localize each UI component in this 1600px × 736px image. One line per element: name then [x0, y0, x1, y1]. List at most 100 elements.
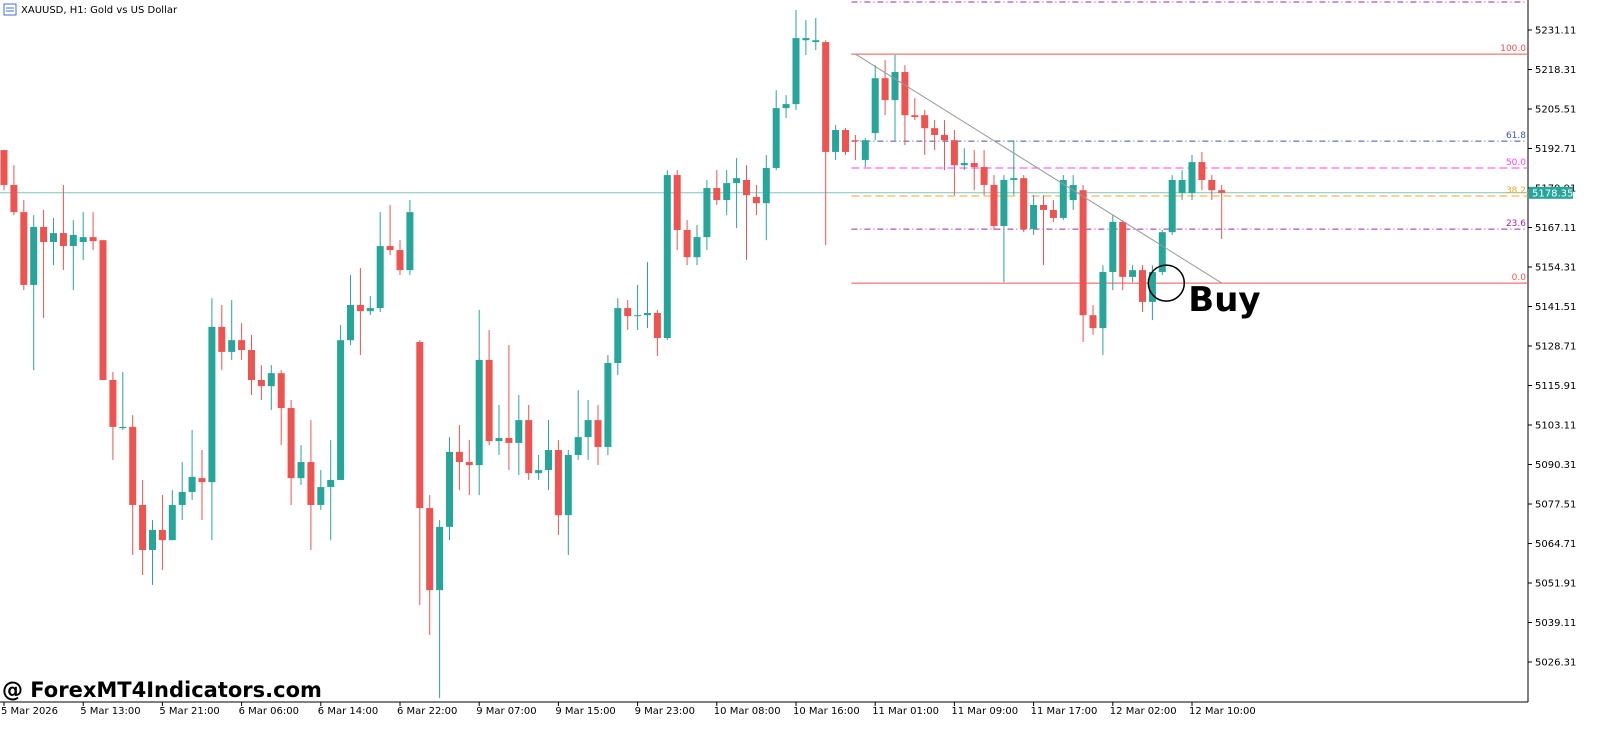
candle-body [535, 470, 543, 474]
candle-body [762, 167, 770, 204]
candle-body [752, 196, 760, 204]
fib-label: 100.0 [1500, 44, 1526, 54]
candle-body [1158, 232, 1166, 272]
x-tick-label: 11 Mar 09:00 [951, 706, 1018, 717]
x-tick-label: 6 Mar 22:00 [397, 706, 457, 717]
candle-body [119, 426, 127, 429]
candle-body [950, 140, 958, 166]
price-label: 5178.35 [1532, 188, 1573, 199]
y-tick-label: 5128.71 [1535, 342, 1576, 353]
candle-body [1069, 184, 1077, 201]
candle-body [545, 450, 552, 471]
candle-body [703, 188, 711, 238]
candle-body [1218, 190, 1226, 193]
candle-body [891, 71, 899, 101]
x-tick-label: 9 Mar 23:00 [635, 706, 695, 717]
candle-body [238, 340, 246, 351]
candle-body [396, 250, 404, 271]
candle-body [436, 526, 444, 591]
candle-body [1020, 178, 1028, 230]
candle-body [822, 42, 830, 152]
candle-body [713, 188, 721, 201]
candle-body [40, 226, 48, 243]
candle-body [941, 134, 948, 141]
y-tick-label: 5103.11 [1535, 421, 1576, 432]
candle-body [604, 363, 612, 447]
candle-body [188, 476, 196, 492]
candle-body [683, 229, 691, 258]
candle-body [1000, 180, 1008, 226]
candle-body [1129, 270, 1137, 277]
candle-body [89, 237, 97, 242]
y-tick-label: 5141.51 [1535, 302, 1576, 313]
candle-body [851, 140, 859, 142]
candle-body [356, 304, 364, 312]
candle-body [455, 451, 463, 463]
candle-body [337, 340, 345, 480]
x-tick-label: 11 Mar 01:00 [872, 706, 939, 717]
candle-body [812, 40, 820, 43]
y-tick-label: 5231.11 [1535, 25, 1576, 36]
candle-body [634, 315, 642, 317]
candle-body [149, 529, 156, 551]
candle-body [317, 487, 325, 505]
candle-body [1198, 162, 1206, 181]
candle-body [208, 326, 216, 483]
candle-body [277, 373, 285, 409]
candle-body [267, 373, 275, 387]
candle-body [475, 359, 483, 466]
candle-body [644, 313, 651, 316]
candle-body [574, 437, 582, 455]
candle-body [980, 167, 988, 185]
candle-body [376, 246, 384, 309]
candle-body [99, 240, 107, 380]
candle-body [653, 313, 661, 339]
candle-body [594, 420, 602, 447]
candle-body [386, 246, 394, 251]
x-tick-label: 6 Mar 06:00 [239, 706, 299, 717]
candle-body [218, 326, 226, 352]
x-tick-label: 10 Mar 08:00 [714, 706, 781, 717]
candle-body [772, 108, 780, 168]
candle-body [59, 233, 67, 247]
candle-body [792, 38, 800, 105]
candle-body [1109, 221, 1117, 272]
chart-title: XAUUSD, H1: Gold vs US Dollar [21, 5, 178, 16]
y-tick-label: 5026.31 [1535, 658, 1576, 669]
candle-body [327, 479, 335, 488]
candle-body [158, 529, 166, 541]
fib-label: 23.6 [1506, 219, 1526, 229]
candle-body [1049, 209, 1057, 218]
candle-body [515, 420, 523, 443]
candle-body [50, 233, 57, 243]
candle-body [871, 78, 879, 134]
signal-circle [1147, 264, 1186, 302]
candle-body [564, 454, 572, 516]
x-tick-label: 12 Mar 10:00 [1189, 706, 1256, 717]
x-tick-label: 9 Mar 07:00 [476, 706, 536, 717]
y-tick-label: 5077.51 [1535, 500, 1576, 511]
candle-body [881, 78, 889, 101]
candle-body [307, 462, 315, 505]
candle-body [842, 130, 849, 152]
candle-body [20, 212, 28, 285]
y-tick-label: 5115.91 [1535, 381, 1576, 392]
symbol-icon [3, 3, 17, 16]
candle-body [168, 504, 176, 541]
y-tick-label: 5192.71 [1535, 144, 1576, 155]
candle-body [584, 420, 592, 438]
candle-body [554, 450, 562, 516]
candle-body [228, 340, 236, 352]
trendline [855, 53, 1222, 284]
x-tick-label: 10 Mar 16:00 [793, 706, 860, 717]
x-tick-label: 11 Mar 17:00 [1031, 706, 1098, 717]
candle-body [10, 184, 18, 213]
candle-body [723, 183, 731, 201]
candle-body [1119, 221, 1127, 277]
candle-body [614, 308, 622, 364]
candle-body [129, 426, 137, 505]
fib-label: 50.0 [1506, 158, 1526, 168]
